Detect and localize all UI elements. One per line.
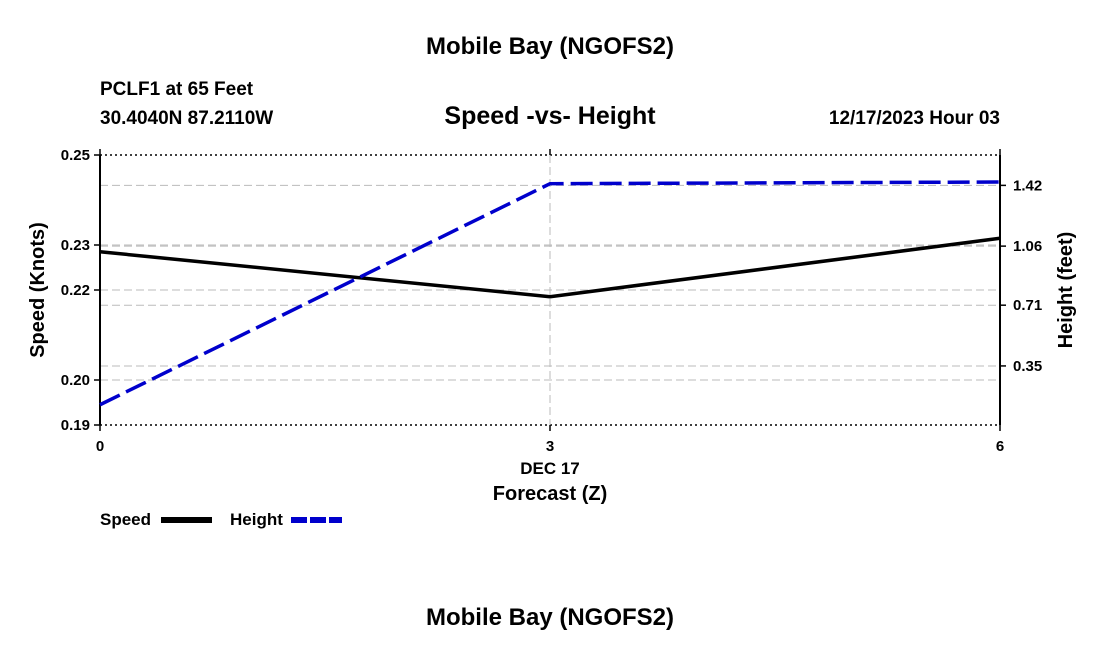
forecast-datetime: 12/17/2023 Hour 03 <box>829 108 1000 129</box>
legend: Speed Height <box>100 510 342 529</box>
chart-subtitle: Speed -vs- Height <box>444 102 656 130</box>
y2-tick-label: 0.35 <box>1013 358 1042 375</box>
footer-title: Mobile Bay (NGOFS2) <box>426 604 674 631</box>
axis-ticks: 0.19 0.20 0.22 0.23 0.25 0.35 0.71 1.06 1.42 0 3 6 <box>61 147 1042 455</box>
grid-lines <box>100 154 1000 426</box>
chart-main-title: Mobile Bay (NGOFS2) <box>426 33 674 60</box>
x-tick-label: 6 <box>996 438 1004 455</box>
y2-tick-label: 0.71 <box>1013 297 1042 314</box>
y-tick-label: 0.20 <box>61 372 90 389</box>
y-tick-label: 0.25 <box>61 147 90 164</box>
station-label: PCLF1 at 65 Feet <box>100 79 254 100</box>
x-date-label: DEC 17 <box>520 459 580 478</box>
coordinates-label: 30.4040N 87.2110W <box>100 108 273 129</box>
y2-tick-label: 1.06 <box>1013 238 1042 255</box>
series-line-height <box>99 180 1001 407</box>
y-tick-label: 0.19 <box>61 417 90 434</box>
series-lines <box>99 180 1001 407</box>
y2-tick-label: 1.42 <box>1013 177 1042 194</box>
x-tick-label: 3 <box>546 438 554 455</box>
series-line-speed <box>99 236 1001 299</box>
x-axis-title: Forecast (Z) <box>493 483 607 505</box>
legend-speed-label: Speed <box>100 510 151 529</box>
y2-axis-title: Height (feet) <box>1055 232 1077 349</box>
legend-height-label: Height <box>230 510 283 529</box>
y-tick-label: 0.23 <box>61 237 90 254</box>
x-tick-label: 0 <box>96 438 104 455</box>
y-tick-label: 0.22 <box>61 282 90 299</box>
y-axis-title: Speed (Knots) <box>27 222 49 358</box>
